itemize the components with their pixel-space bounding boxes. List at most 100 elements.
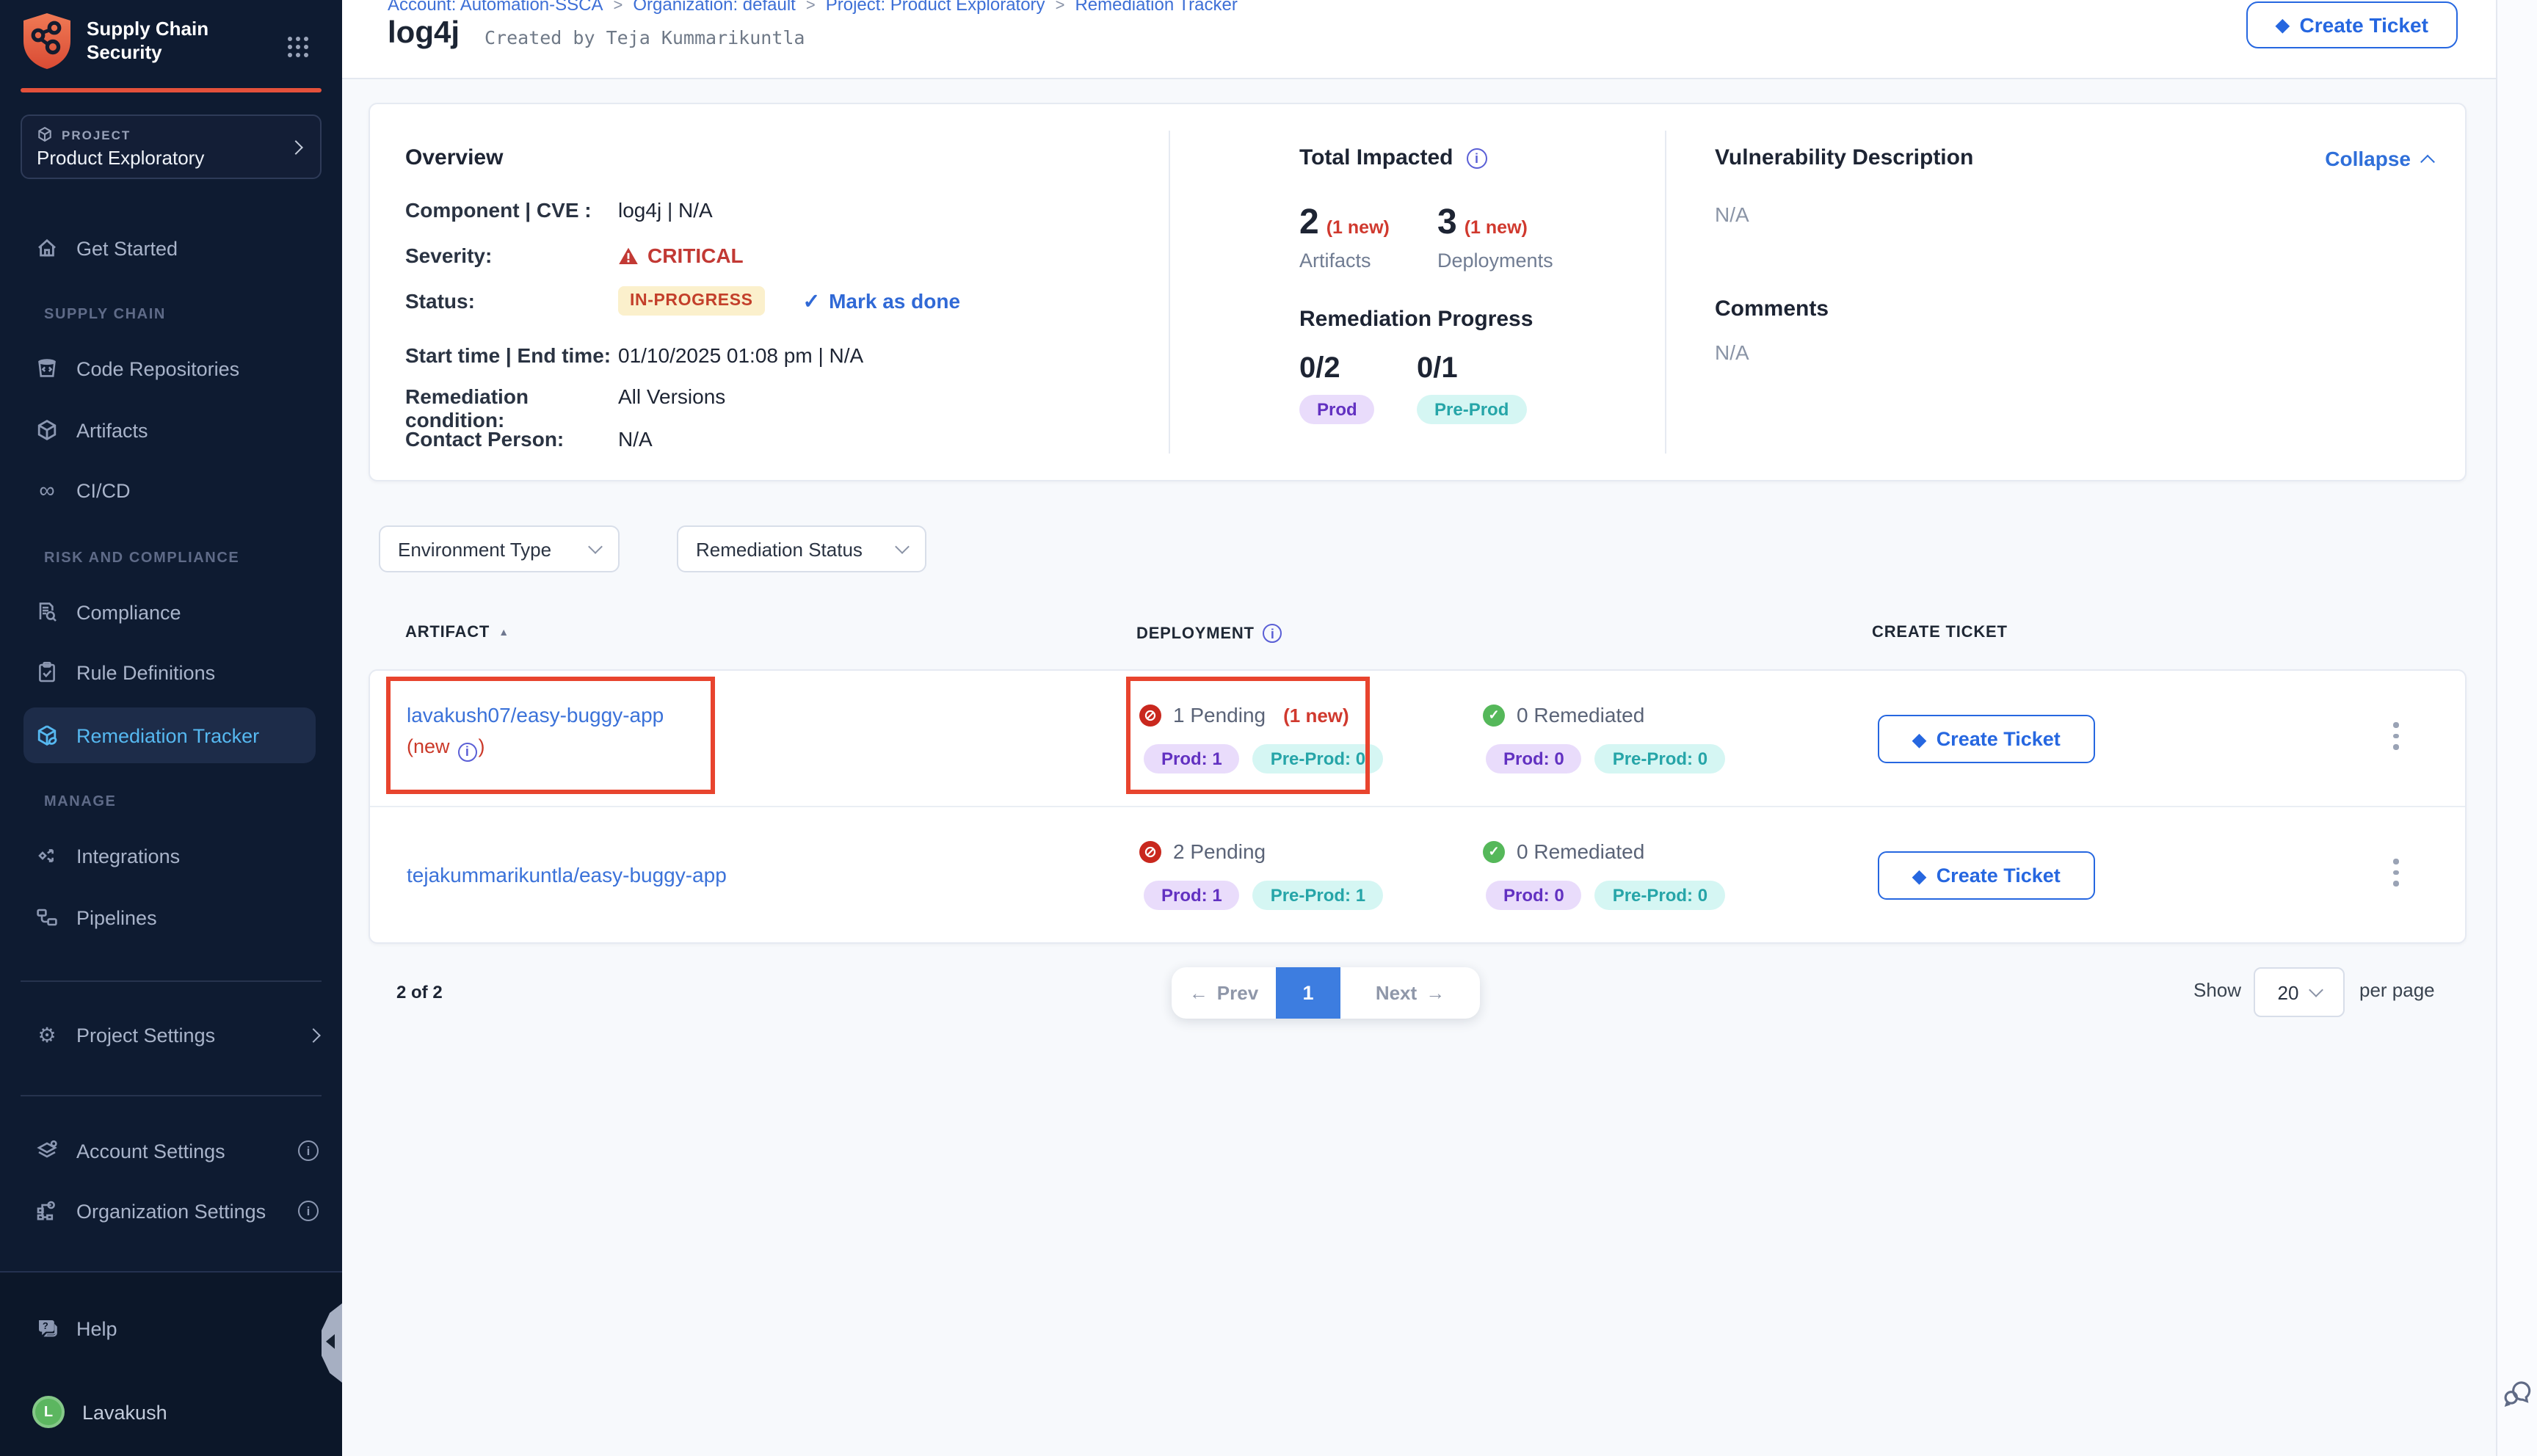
component-value: log4j | N/A [618, 198, 713, 222]
vulnerability-description-title: Vulnerability Description [1715, 145, 1973, 170]
row-menu-kebab-icon[interactable] [2393, 859, 2399, 892]
breadcrumb-organization[interactable]: Organization: default [633, 0, 796, 15]
overview-status-row: Status: IN-PROGRESS ✓ Mark as done [405, 286, 960, 316]
module-grid-icon[interactable] [288, 37, 308, 57]
row-menu-kebab-icon[interactable] [2393, 722, 2399, 755]
per-page-label: per page [2359, 979, 2435, 1001]
collapse-link[interactable]: Collapse [2325, 146, 2433, 170]
annotation-box-artifact [386, 677, 715, 794]
info-icon[interactable]: i [298, 1201, 319, 1221]
contact-value: N/A [618, 427, 653, 451]
card-divider [1665, 131, 1666, 454]
app-title: Supply Chain Security [87, 18, 208, 65]
sidebar-item-get-started[interactable]: Get Started [0, 226, 342, 270]
create-ticket-button[interactable]: ◆ Create Ticket [2246, 1, 2458, 48]
remediated-cell: ✓ 0 Remediated [1483, 840, 1644, 863]
main-content: Account: Automation-SSCA>Organization: d… [342, 0, 2496, 1456]
remediated-cell: ✓ 0 Remediated [1483, 703, 1644, 727]
brand-accent-rule [21, 88, 322, 92]
project-selector[interactable]: PROJECT Product Exploratory [21, 114, 322, 179]
layers-gear-icon [35, 1139, 59, 1162]
sort-asc-icon: ▲ [498, 627, 509, 638]
breadcrumb-account[interactable]: Account: Automation-SSCA [388, 0, 603, 15]
page-title: log4j [388, 16, 460, 51]
column-header-deployment: DEPLOYMENT i [1136, 624, 1282, 643]
time-value: 01/10/2025 01:08 pm | N/A [618, 343, 863, 367]
overview-time-row: Start time | End time: 01/10/2025 01:08 … [405, 343, 863, 367]
sidebar-item-compliance[interactable]: Compliance [0, 590, 342, 634]
user-menu[interactable]: L Lavakush [0, 1390, 342, 1434]
create-ticket-button[interactable]: ◆ Create Ticket [1878, 715, 2095, 763]
progress-preprod-stat: 0/1 Pre-Prod [1417, 352, 1526, 424]
sidebar-section-supply-chain: SUPPLY CHAIN [44, 307, 166, 323]
chevron-down-icon [895, 539, 910, 554]
sidebar-item-integrations[interactable]: Integrations [0, 834, 342, 878]
remediated-count: 0 Remediated [1517, 840, 1644, 863]
overview-severity-row: Severity: CRITICAL [405, 244, 744, 267]
create-ticket-button[interactable]: ◆ Create Ticket [1878, 851, 2095, 900]
artifact-link[interactable]: tejakummarikuntla/easy-buggy-app [407, 863, 727, 887]
sidebar-item-pipelines[interactable]: Pipelines [0, 895, 342, 939]
total-impacted-title: Total Impacted [1299, 145, 1453, 170]
chevron-up-icon [2420, 155, 2435, 170]
severity-badge: CRITICAL [618, 244, 744, 267]
sidebar-item-project-settings[interactable]: ⚙ Project Settings [0, 1013, 342, 1057]
sidebar-item-cicd[interactable]: ∞ CI/CD [0, 468, 342, 512]
prev-page-button[interactable]: ← Prev [1172, 967, 1276, 1019]
infinity-icon: ∞ [35, 478, 59, 502]
progress-prod-stat: 0/2 Prod [1299, 352, 1417, 424]
chat-bubbles-icon[interactable] [2502, 1377, 2534, 1409]
table-row: lavakush07/easy-buggy-app (new i) 1 Pend… [370, 671, 2465, 807]
remediated-count: 0 Remediated [1517, 703, 1644, 727]
impacted-deployments-stat: 3(1 new) Deployments [1437, 203, 1553, 272]
sidebar-item-organization-settings[interactable]: Organization Settings i [0, 1189, 342, 1233]
overview-component-row: Component | CVE : log4j | N/A [405, 198, 713, 222]
remediation-cube-icon [35, 724, 59, 747]
page-size-select[interactable]: 20 [2254, 967, 2345, 1017]
shield-logo-icon [21, 12, 73, 70]
remediation-table: lavakush07/easy-buggy-app (new i) 1 Pend… [369, 669, 2467, 944]
breadcrumb-project[interactable]: Project: Product Exploratory [826, 0, 1045, 15]
info-icon[interactable]: i [1467, 148, 1487, 168]
sidebar-item-rule-definitions[interactable]: Rule Definitions [0, 650, 342, 694]
sidebar-item-code-repositories[interactable]: Code Repositories [0, 346, 342, 390]
code-repo-icon [35, 357, 59, 380]
mark-as-done-link[interactable]: ✓ Mark as done [803, 288, 960, 313]
pipelines-icon [35, 906, 59, 929]
environment-type-filter[interactable]: Environment Type [379, 525, 620, 572]
sidebar: Supply Chain Security PROJECT Product Ex… [0, 0, 342, 1456]
remediation-status-filter[interactable]: Remediation Status [677, 525, 926, 572]
vulnerability-description-value: N/A [1715, 203, 2433, 226]
clipboard-check-icon [35, 660, 59, 684]
page-number-button[interactable]: 1 [1276, 967, 1340, 1019]
total-impacted-section: Total Impacted i 2(1 new) Artifacts 3(1 … [1299, 145, 1553, 424]
overview-contact-row: Contact Person: N/A [405, 427, 653, 451]
chevron-left-icon [326, 1334, 335, 1349]
sidebar-item-remediation-tracker[interactable]: Remediation Tracker [23, 707, 316, 763]
app-window: Supply Chain Security PROJECT Product Ex… [0, 0, 2537, 1456]
breadcrumb-remediation-tracker[interactable]: Remediation Tracker [1075, 0, 1237, 15]
status-badge: IN-PROGRESS [618, 286, 765, 316]
sidebar-footer: ? Help L Lavakush [0, 1271, 342, 1456]
remediated-check-icon: ✓ [1483, 840, 1505, 862]
gear-icon: ⚙ [35, 1023, 59, 1046]
sidebar-item-help[interactable]: ? Help [0, 1306, 342, 1350]
right-rail [2496, 0, 2537, 1456]
next-page-button[interactable]: Next → [1340, 967, 1480, 1019]
arrow-right-icon: → [1426, 982, 1445, 1004]
table-row: tejakummarikuntla/easy-buggy-app 2 Pendi… [370, 807, 2465, 944]
diamond-icon: ◆ [1912, 867, 1926, 884]
info-icon[interactable]: i [1263, 624, 1282, 643]
comments-title: Comments [1715, 296, 2433, 321]
remediated-badges: Prod: 0 Pre-Prod: 0 [1486, 744, 1725, 774]
sidebar-item-account-settings[interactable]: Account Settings i [0, 1129, 342, 1173]
info-icon[interactable]: i [298, 1140, 319, 1161]
overview-condition-row: Remediation condition: All Versions [405, 385, 725, 432]
sidebar-item-artifacts[interactable]: Artifacts [0, 408, 342, 452]
remediation-progress-title: Remediation Progress [1299, 307, 1553, 332]
diamond-icon: ◆ [2276, 16, 2289, 34]
column-header-artifact[interactable]: ARTIFACT ▲ [405, 624, 509, 641]
document-search-icon [35, 600, 59, 624]
svg-text:?: ? [43, 1320, 48, 1331]
prod-badge: Prod [1299, 395, 1375, 424]
